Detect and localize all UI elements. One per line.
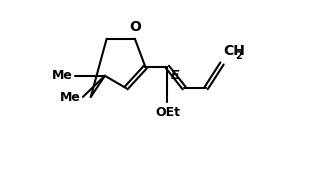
Text: O: O — [129, 20, 141, 34]
Text: 2: 2 — [235, 51, 242, 61]
Text: E: E — [171, 69, 180, 82]
Text: Me: Me — [60, 91, 81, 104]
Text: OEt: OEt — [155, 106, 180, 119]
Text: Me: Me — [52, 69, 73, 82]
Text: CH: CH — [223, 44, 245, 58]
